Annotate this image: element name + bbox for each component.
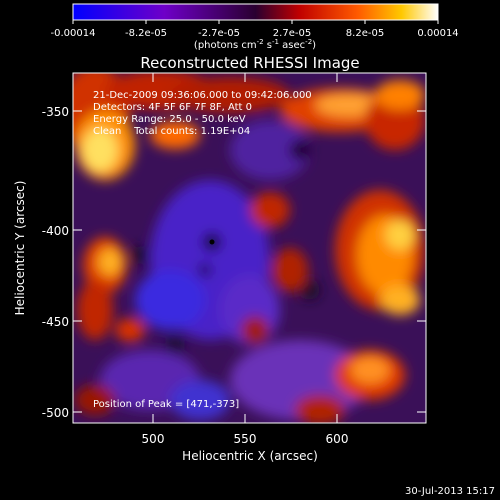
y-tick-label: -500	[42, 406, 69, 420]
colorbar-tick-label: -0.00014	[51, 28, 96, 39]
y-tick-label: -350	[42, 105, 69, 119]
colorbar-ticks	[72, 20, 439, 24]
plot-title: Reconstructed RHESSI Image	[140, 54, 359, 72]
x-axis-label: Heliocentric X (arcsec)	[182, 449, 318, 463]
annotation-peak-position: Position of Peak = [471,-373]	[93, 399, 239, 410]
annotation-clean-counts: Clean Total counts: 1.19E+04	[93, 126, 250, 137]
x-tick-label: 600	[326, 432, 349, 446]
y-axis-label: Heliocentric Y (arcsec)	[13, 181, 27, 316]
peak-marker	[209, 239, 215, 245]
colorbar-tick-label: -8.2e-05	[125, 28, 167, 39]
annotation-time-range: 21-Dec-2009 09:36:06.000 to 09:42:06.000	[93, 90, 312, 101]
x-tick-label: 500	[142, 432, 165, 446]
rhessi-image	[73, 73, 426, 423]
footer-timestamp: 30-Jul-2013 15:17	[405, 486, 495, 497]
annotation-energy-range: Energy Range: 25.0 - 50.0 keV	[93, 114, 246, 125]
y-tick-label: -450	[42, 315, 69, 329]
colorbar-tick-label: 8.2e-05	[346, 28, 384, 39]
axis-ticks	[73, 73, 426, 423]
plot-frame	[72, 72, 427, 424]
colorbar-tick-label: 2.7e-05	[273, 28, 311, 39]
colorbar-tick-label: -2.7e-05	[198, 28, 240, 39]
y-tick-label: -400	[42, 224, 69, 238]
colorbar	[72, 3, 439, 21]
x-tick-label: 550	[234, 432, 257, 446]
colorbar-tick-label: 0.00014	[417, 28, 458, 39]
colorbar-units: (photons cm-2 s-1 asec-2)	[194, 38, 316, 51]
annotation-detectors: Detectors: 4F 5F 6F 7F 8F, Att 0	[93, 102, 252, 113]
